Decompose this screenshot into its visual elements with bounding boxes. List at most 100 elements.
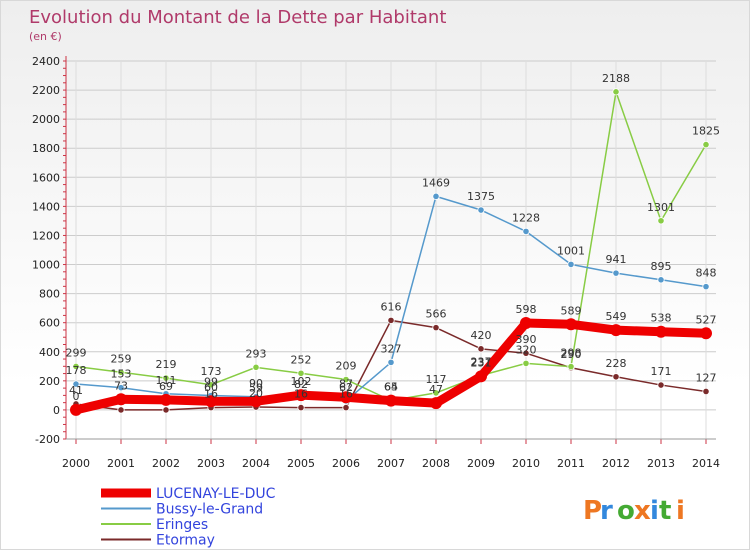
x-tick-label: 2002 (152, 457, 180, 470)
data-point (657, 276, 665, 284)
data-label: 298 (561, 347, 582, 360)
data-point (72, 362, 80, 371)
data-label: 209 (336, 360, 357, 373)
data-label: 127 (696, 371, 717, 384)
data-label: 117 (426, 373, 447, 386)
logo-letter: t (659, 496, 672, 526)
x-tick-label: 2009 (467, 457, 495, 470)
data-point (250, 395, 262, 408)
logo-letter: r (600, 496, 614, 526)
legend-label: Bussy-le-Grand (156, 502, 263, 518)
data-point (117, 406, 125, 414)
data-label: 320 (516, 343, 537, 356)
logo-letter: x (634, 496, 652, 526)
data-label: 589 (561, 304, 582, 317)
y-tick-label: -200 (35, 433, 60, 446)
data-point (657, 217, 665, 225)
data-label: 237 (471, 355, 492, 368)
data-point (477, 206, 485, 214)
data-label: 178 (66, 364, 87, 377)
series-bussy-le-grand (72, 192, 710, 405)
data-point (475, 370, 487, 383)
data-point (432, 389, 440, 397)
data-point (565, 318, 577, 331)
data-label: 1469 (422, 176, 450, 189)
data-label: 1375 (467, 190, 495, 203)
y-tick-label: 1800 (32, 142, 60, 155)
data-point (522, 359, 530, 367)
series-etormay (72, 316, 710, 414)
data-label: 290 (561, 348, 582, 361)
data-label: 60 (204, 381, 218, 394)
x-tick-label: 2005 (287, 457, 315, 470)
data-point (117, 384, 125, 392)
data-label: 538 (651, 312, 672, 325)
data-label: 41 (69, 384, 83, 397)
data-point (72, 380, 80, 388)
data-label: 102 (291, 375, 312, 388)
data-label: 20 (249, 387, 263, 400)
x-tick-label: 2010 (512, 457, 540, 470)
x-tick-label: 2014 (692, 457, 720, 470)
x-tick-label: 2001 (107, 457, 135, 470)
data-label: 566 (426, 308, 447, 321)
x-tick-label: 2012 (602, 457, 630, 470)
data-point (342, 375, 350, 384)
data-label: 65 (384, 380, 398, 393)
data-label: 420 (471, 329, 492, 342)
data-point (385, 394, 397, 407)
y-tick-label: 2000 (32, 113, 60, 126)
data-label: 173 (201, 365, 222, 378)
data-label: 47 (429, 383, 443, 396)
data-label: 1228 (512, 211, 540, 224)
data-point (387, 358, 395, 366)
data-point (162, 406, 170, 414)
logo-letter: i (650, 496, 660, 526)
x-tick-label: 2011 (557, 457, 585, 470)
legend-label: Eringes (156, 517, 208, 533)
y-tick-label: 800 (39, 288, 60, 301)
proxiti-logo: Pr oxi t i (583, 496, 686, 526)
x-tick-label: 2006 (332, 457, 360, 470)
data-point (567, 362, 575, 371)
logo-letter: i (676, 496, 686, 526)
data-point (432, 192, 440, 200)
data-label: 62 (339, 381, 353, 394)
data-point (295, 389, 307, 402)
data-label: 390 (516, 333, 537, 346)
data-label: 16 (204, 388, 218, 401)
data-point (117, 368, 125, 376)
data-label: 16 (294, 388, 308, 401)
data-point (610, 324, 622, 337)
data-label: 598 (516, 303, 537, 316)
data-point (387, 316, 395, 324)
chart-title: Evolution du Montant de la Dette par Hab… (29, 7, 446, 28)
data-label: 99 (204, 376, 218, 389)
data-label: 16 (339, 388, 353, 401)
data-label: 252 (291, 353, 312, 366)
y-tick-label: 2200 (32, 84, 60, 97)
data-label: 73 (114, 379, 128, 392)
data-point (297, 403, 305, 412)
x-tick-label: 2008 (422, 457, 450, 470)
y-tick-label: 1200 (32, 229, 60, 242)
data-point (342, 403, 350, 412)
data-label: 69 (159, 380, 173, 393)
data-label: 293 (246, 347, 267, 360)
data-label: 64 (384, 381, 398, 394)
data-label: 2188 (602, 72, 630, 85)
y-tick-label: 1400 (32, 200, 60, 213)
chart-subtitle: (en €) (29, 30, 62, 43)
data-label: 0 (73, 390, 80, 403)
data-point (205, 395, 217, 408)
data-label: 59 (249, 381, 263, 394)
data-point (207, 381, 215, 389)
data-label: 87 (339, 377, 353, 390)
x-tick-label: 2004 (242, 457, 270, 470)
y-tick-label: 1600 (32, 171, 60, 184)
data-point (477, 345, 485, 353)
data-label: 153 (111, 368, 132, 381)
x-tick-label: 2007 (377, 457, 405, 470)
data-label: 616 (381, 300, 402, 313)
